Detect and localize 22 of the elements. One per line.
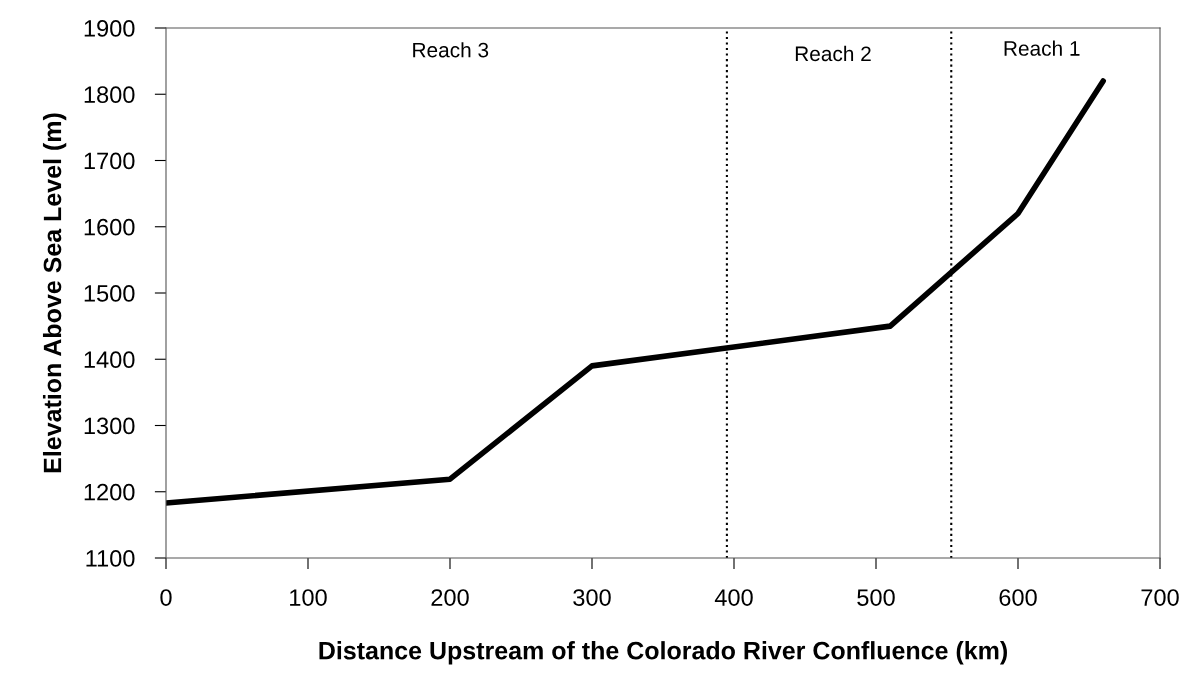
annotation: Reach 2 — [795, 45, 871, 62]
x-tick-label: 300 — [573, 589, 611, 606]
y-tick-label: 1500 — [84, 285, 135, 302]
y-tick-label: 1200 — [84, 483, 135, 501]
x-tick-label: 700 — [1141, 589, 1179, 606]
x-tick-label: 500 — [857, 589, 895, 606]
x-tick-label: 400 — [714, 589, 753, 606]
y-tick-label: 1700 — [84, 152, 135, 170]
annotation: Reach 1 — [1004, 40, 1080, 56]
y-axis-title: Elevation Above Sea Level (m) — [42, 113, 67, 473]
y-tick-label: 1100 — [86, 550, 135, 567]
x-axis-title: Distance Upstream of the Colorado River Confluence (km) — [319, 641, 1007, 665]
y-tick-label: 1600 — [84, 218, 135, 236]
x-tick-label: 0 — [160, 589, 172, 606]
x-tick-label: 600 — [999, 589, 1037, 606]
x-tick-label: 100 — [290, 589, 327, 606]
y-tick-label: 1900 — [84, 20, 135, 37]
y-tick-label: 1800 — [84, 86, 135, 104]
y-tick-label: 1300 — [84, 417, 135, 435]
annotation: Reach 3 — [413, 42, 489, 58]
y-tick-label: 1400 — [84, 351, 135, 369]
x-tick-label: 200 — [431, 589, 469, 606]
